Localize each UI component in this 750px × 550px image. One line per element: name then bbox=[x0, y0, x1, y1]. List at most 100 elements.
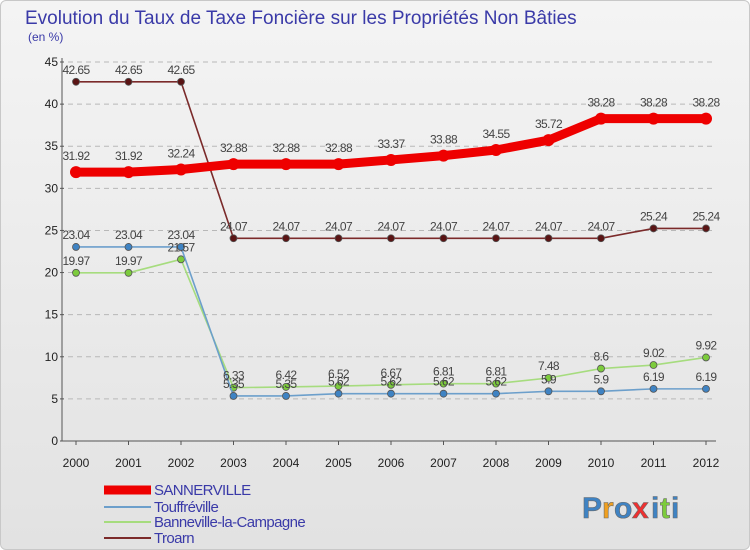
data-label: 34.55 bbox=[482, 127, 510, 141]
data-label: 21.57 bbox=[167, 240, 195, 254]
data-label: 31.92 bbox=[62, 149, 90, 163]
data-label: 9.92 bbox=[696, 338, 718, 352]
data-point bbox=[597, 364, 605, 373]
data-label: 23.04 bbox=[115, 228, 143, 242]
x-tick-label: 2012 bbox=[693, 456, 720, 470]
data-point bbox=[544, 374, 553, 382]
data-label: 33.88 bbox=[430, 133, 458, 147]
data-point bbox=[282, 383, 290, 391]
data-point bbox=[492, 389, 500, 398]
data-label: 33.37 bbox=[377, 137, 405, 151]
y-tick-label: 30 bbox=[45, 181, 59, 195]
data-point bbox=[492, 234, 500, 243]
logo-letter: P bbox=[582, 492, 602, 525]
data-point bbox=[702, 353, 710, 362]
x-tick-label: 2007 bbox=[430, 456, 457, 470]
data-point bbox=[702, 384, 710, 393]
data-label: 7.48 bbox=[538, 359, 560, 373]
x-tick-label: 2001 bbox=[115, 456, 142, 470]
x-tick-label: 2003 bbox=[220, 456, 247, 470]
x-tick-label: 2008 bbox=[483, 456, 510, 470]
data-point bbox=[490, 144, 502, 157]
data-point bbox=[647, 112, 660, 125]
data-label: 24.07 bbox=[430, 219, 458, 233]
data-label: 19.97 bbox=[62, 254, 90, 268]
x-tick-label: 2006 bbox=[378, 456, 405, 470]
data-point bbox=[439, 379, 448, 388]
logo-letter: x bbox=[632, 492, 649, 525]
data-point bbox=[649, 224, 658, 233]
data-label: 6.42 bbox=[276, 368, 298, 382]
data-label: 8.6 bbox=[594, 350, 610, 364]
data-point bbox=[229, 234, 238, 243]
data-label: 23.04 bbox=[62, 228, 90, 242]
data-point bbox=[177, 77, 185, 86]
data-label: 32.88 bbox=[220, 141, 248, 155]
data-label: 5.62 bbox=[328, 375, 350, 389]
data-point bbox=[70, 166, 82, 179]
data-point bbox=[334, 389, 343, 398]
data-label: 5.62 bbox=[486, 375, 508, 389]
data-label: 5.35 bbox=[276, 377, 298, 391]
grid bbox=[68, 61, 716, 400]
data-label: 35.72 bbox=[535, 117, 563, 131]
data-point bbox=[332, 158, 345, 171]
data-label: 19.97 bbox=[115, 254, 143, 268]
data-label: 5.62 bbox=[433, 375, 455, 389]
data-label: 32.24 bbox=[167, 146, 195, 160]
data-label: 24.07 bbox=[220, 219, 248, 233]
logo-letter: t bbox=[660, 492, 670, 525]
data-point bbox=[542, 134, 555, 147]
data-label: 6.81 bbox=[433, 365, 455, 379]
data-point bbox=[544, 234, 553, 243]
data-point bbox=[124, 243, 133, 251]
data-label: 38.28 bbox=[640, 96, 668, 110]
data-label: 9.02 bbox=[643, 346, 665, 360]
data-label: 24.07 bbox=[535, 219, 563, 233]
data-label: 5.62 bbox=[381, 375, 403, 389]
y-tick-label: 10 bbox=[45, 350, 59, 364]
logo-letter: o bbox=[614, 492, 632, 525]
data-point bbox=[597, 234, 605, 243]
data-label: 5.9 bbox=[541, 372, 557, 386]
data-point bbox=[124, 268, 133, 277]
data-point bbox=[544, 387, 553, 396]
data-point bbox=[702, 224, 710, 233]
logo-letter: i bbox=[651, 492, 659, 525]
data-point bbox=[124, 77, 133, 86]
data-point bbox=[72, 243, 80, 251]
data-label: 6.19 bbox=[643, 370, 665, 384]
data-point bbox=[72, 77, 80, 86]
data-point bbox=[437, 149, 450, 162]
data-point bbox=[334, 382, 343, 390]
y-tick-label: 40 bbox=[45, 97, 59, 111]
data-point bbox=[282, 392, 290, 400]
y-tick-label: 25 bbox=[45, 223, 59, 237]
data-label: 42.65 bbox=[115, 63, 143, 77]
logo-letter: r bbox=[602, 492, 614, 525]
data-point bbox=[72, 268, 80, 277]
data-point bbox=[649, 384, 658, 393]
data-label: 25.24 bbox=[692, 209, 720, 223]
data-label: 24.07 bbox=[325, 219, 353, 233]
data-point bbox=[492, 379, 500, 388]
legend: SANNERVILLETouffrévilleBanneville-la-Cam… bbox=[104, 482, 306, 547]
data-label: 6.19 bbox=[696, 370, 718, 384]
data-point bbox=[175, 163, 187, 176]
chart-subtitle: (en %) bbox=[28, 30, 63, 44]
data-label: 24.07 bbox=[377, 219, 405, 233]
data-point bbox=[229, 392, 238, 400]
data-point bbox=[387, 234, 395, 243]
data-label: 23.04 bbox=[167, 228, 195, 242]
data-label: 6.67 bbox=[381, 366, 403, 380]
data-label: 42.65 bbox=[167, 63, 195, 77]
data-label: 32.88 bbox=[325, 141, 353, 155]
data-point bbox=[122, 166, 135, 179]
x-tick-label: 2011 bbox=[641, 456, 667, 470]
data-label: 5.35 bbox=[223, 377, 245, 391]
data-label: 24.07 bbox=[272, 219, 300, 233]
data-labels: 42.65 42.65 42.65 24.07 24.07 24.07 24.07 24.07… bbox=[62, 63, 721, 391]
